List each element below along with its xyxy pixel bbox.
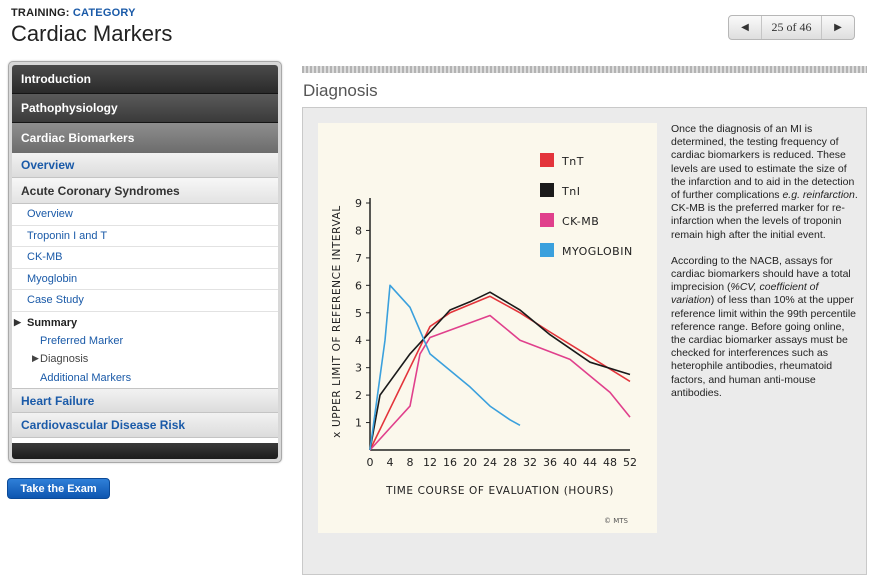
legend-swatch-ck-mb bbox=[540, 213, 554, 227]
x-tick-label: 48 bbox=[603, 456, 617, 469]
x-tick-label: 24 bbox=[483, 456, 497, 469]
description-paragraph-1: Once the diagnosis of an MI is determine… bbox=[671, 123, 858, 241]
breadcrumb: TRAINING: CATEGORY bbox=[11, 7, 136, 19]
sidebar-leaf-diagnosis-label: Diagnosis bbox=[40, 353, 89, 366]
breadcrumb-category[interactable]: CATEGORY bbox=[72, 7, 136, 19]
series-line-tnt bbox=[369, 295, 631, 451]
content-panel: 1 2 3 4 5 6 7 8 9 0 4 8 12 16 20 24 28 32 36 40 44 48 52 TIME C… bbox=[302, 107, 867, 575]
x-tick-label: 16 bbox=[443, 456, 457, 469]
series-line-ck-mb bbox=[369, 314, 631, 451]
x-tick-label: 44 bbox=[583, 456, 597, 469]
sidebar-leaf-additional-markers[interactable]: Additional Markers bbox=[40, 371, 132, 384]
sidebar-leaf-myoglobin[interactable]: Myoglobin bbox=[12, 269, 278, 290]
take-exam-button[interactable]: Take the Exam bbox=[7, 478, 110, 499]
legend-swatch-tni bbox=[540, 183, 554, 197]
y-tick-label: 6 bbox=[355, 279, 362, 292]
sidebar-leaf-preferred-marker[interactable]: Preferred Marker bbox=[40, 334, 124, 347]
legend-label-tni: TnI bbox=[561, 185, 580, 198]
chart-credit: © MTS bbox=[604, 517, 629, 525]
triangle-right-icon: ▶ bbox=[32, 353, 39, 363]
x-tick-label: 4 bbox=[387, 456, 394, 469]
sidebar-section-cardiovascular-risk[interactable]: Cardiovascular Disease Risk bbox=[12, 413, 278, 438]
sidebar-leaf-case-study[interactable]: Case Study bbox=[12, 290, 278, 312]
series-line-tni bbox=[369, 291, 631, 451]
sidebar-section-pathophysiology[interactable]: Pathophysiology bbox=[12, 94, 278, 123]
y-tick-label: 3 bbox=[355, 362, 362, 375]
legend-label-ck-mb: CK-MB bbox=[562, 215, 599, 228]
series-line-myoglobin bbox=[369, 284, 521, 451]
triangle-left-icon: ◀ bbox=[741, 22, 749, 33]
sidebar-item-acute-coronary-syndromes[interactable]: Acute Coronary Syndromes bbox=[12, 178, 278, 204]
sidebar-section-cardiac-biomarkers[interactable]: Cardiac Biomarkers bbox=[12, 123, 278, 153]
y-tick-label: 1 bbox=[355, 417, 362, 430]
prev-page-button[interactable]: ◀ bbox=[729, 16, 761, 39]
sidebar-leaf-diagnosis[interactable]: ▶ Diagnosis bbox=[12, 350, 278, 369]
y-tick-label: 2 bbox=[355, 389, 362, 402]
sidebar-leaf-overview[interactable]: Overview bbox=[12, 204, 278, 226]
y-tick-label: 5 bbox=[355, 307, 362, 320]
next-page-button[interactable]: ▶ bbox=[822, 16, 854, 39]
x-tick-label: 0 bbox=[367, 456, 374, 469]
x-axis-label: TIME COURSE OF EVALUATION (HOURS) bbox=[385, 485, 614, 497]
x-tick-label: 36 bbox=[543, 456, 557, 469]
x-tick-label: 12 bbox=[423, 456, 437, 469]
legend-swatch-myoglobin bbox=[540, 243, 554, 257]
y-tick-label: 7 bbox=[355, 252, 362, 265]
legend-label-myoglobin: MYOGLOBIN bbox=[562, 245, 633, 258]
sidebar-leaf-summary-label: Summary bbox=[27, 316, 78, 329]
triangle-right-icon: ▶ bbox=[14, 316, 21, 327]
x-tick-label: 20 bbox=[463, 456, 477, 469]
y-tick-label: 8 bbox=[355, 224, 362, 237]
triangle-right-icon: ▶ bbox=[834, 22, 842, 33]
description-paragraph-2: According to the NACB, assays for cardia… bbox=[671, 254, 857, 399]
sidebar-leaf-troponin[interactable]: Troponin I and T bbox=[12, 226, 278, 247]
chart-figure: 1 2 3 4 5 6 7 8 9 0 4 8 12 16 20 24 28 32 36 40 44 48 52 TIME C… bbox=[318, 123, 657, 533]
x-tick-label: 8 bbox=[407, 456, 414, 469]
sidebar: Introduction Pathophysiology Cardiac Bio… bbox=[8, 61, 282, 463]
x-tick-label: 32 bbox=[523, 456, 537, 469]
page-counter: 25 of 46 bbox=[761, 16, 822, 39]
section-title: Diagnosis bbox=[303, 81, 378, 100]
section-divider bbox=[302, 66, 867, 73]
sidebar-section-heart-failure[interactable]: Heart Failure bbox=[12, 388, 278, 413]
x-tick-label: 52 bbox=[623, 456, 637, 469]
description: Once the diagnosis of an MI is determine… bbox=[671, 123, 861, 413]
sidebar-section-introduction[interactable]: Introduction bbox=[12, 65, 278, 94]
sidebar-leaf-ck-mb[interactable]: CK-MB bbox=[12, 247, 278, 269]
sidebar-footer bbox=[12, 443, 278, 459]
x-tick-label: 40 bbox=[563, 456, 577, 469]
pager: ◀ 25 of 46 ▶ bbox=[728, 15, 855, 40]
legend-label-tnt: TnT bbox=[561, 155, 584, 168]
sidebar-leaf-summary[interactable]: ▶ Summary bbox=[12, 314, 278, 332]
x-tick-label: 28 bbox=[503, 456, 517, 469]
y-axis-label: x UPPER LIMIT OF REFERENCE INTERVAL bbox=[331, 205, 343, 438]
y-tick-label: 4 bbox=[355, 334, 362, 347]
y-tick-label: 9 bbox=[355, 197, 362, 210]
legend-swatch-tnt bbox=[540, 153, 554, 167]
page-title: Cardiac Markers bbox=[11, 21, 173, 46]
breadcrumb-training: TRAINING: bbox=[11, 7, 70, 19]
sidebar-item-overview[interactable]: Overview bbox=[12, 153, 278, 178]
